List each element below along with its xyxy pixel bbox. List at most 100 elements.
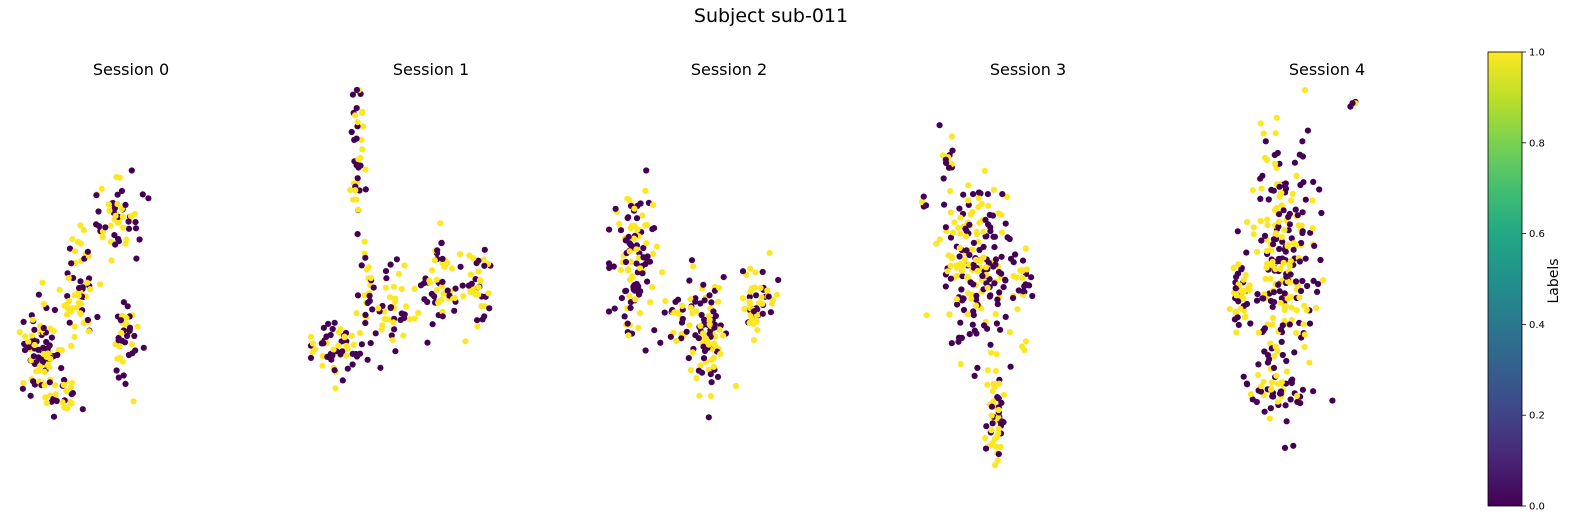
scatter-point xyxy=(646,258,654,265)
scatter-point xyxy=(1286,321,1293,328)
scatter-point xyxy=(992,462,999,469)
scatter-point xyxy=(951,219,958,226)
scatter-point xyxy=(973,230,980,238)
scatter-point xyxy=(963,227,970,234)
scatter-point xyxy=(966,251,973,259)
panel-title: Session 0 xyxy=(93,60,169,79)
scatter-point xyxy=(1240,373,1247,380)
scatter-point xyxy=(1028,274,1035,281)
scatter-point xyxy=(944,268,951,275)
scatter-point xyxy=(948,133,956,140)
scatter-point xyxy=(653,243,660,250)
scatter-point xyxy=(47,355,54,362)
scatter-point xyxy=(1299,138,1306,145)
scatter-point xyxy=(451,294,458,302)
scatter-point xyxy=(451,307,458,314)
scatter-point xyxy=(635,254,642,261)
scatter-point xyxy=(64,304,71,311)
scatter-point xyxy=(392,348,399,355)
scatter-point xyxy=(605,260,613,267)
scatter-point xyxy=(427,279,434,286)
scatter-panels: Session 0 Session 1 Session 2 Session 3 Sess… xyxy=(16,60,1365,469)
scatter-point xyxy=(634,226,641,233)
scatter-point xyxy=(1022,245,1029,252)
scatter-point xyxy=(1314,288,1321,295)
scatter-point xyxy=(1267,297,1275,305)
scatter-point xyxy=(1029,292,1036,300)
scatter-point xyxy=(367,340,374,347)
scatter-point xyxy=(51,306,59,314)
scatter-point xyxy=(1282,303,1289,310)
colorbar-ticks: 0.0 0.2 0.4 0.6 0.8 1.0 xyxy=(1522,48,1545,513)
scatter-point xyxy=(994,296,1001,303)
scatter-point xyxy=(639,270,646,277)
scatter-point xyxy=(958,286,965,293)
scatter-point xyxy=(27,392,34,399)
scatter-point xyxy=(361,292,368,299)
scatter-point xyxy=(964,273,971,280)
scatter-point xyxy=(984,367,991,374)
scatter-point xyxy=(989,212,997,219)
scatter-point xyxy=(437,220,444,227)
scatter-point xyxy=(1270,364,1278,371)
scatter-point xyxy=(995,210,1002,217)
scatter-point xyxy=(1269,303,1276,310)
scatter-point xyxy=(1309,197,1316,204)
scatter-point xyxy=(1297,287,1305,295)
scatter-point xyxy=(1306,359,1313,366)
scatter-point xyxy=(700,330,707,337)
scatter-point xyxy=(19,385,26,392)
scatter-point xyxy=(662,297,669,305)
scatter-point xyxy=(433,287,440,294)
scatter-point xyxy=(349,91,356,98)
scatter-point xyxy=(29,378,37,385)
scatter-point xyxy=(35,346,42,353)
scatter-point xyxy=(739,295,746,302)
scatter-point xyxy=(339,377,346,384)
scatter-point xyxy=(363,266,370,273)
scatter-point xyxy=(1233,329,1240,336)
scatter-point xyxy=(71,333,78,340)
scatter-point xyxy=(966,261,973,268)
scatter-point xyxy=(637,265,644,272)
scatter-point xyxy=(990,380,997,387)
scatter-point xyxy=(633,260,640,267)
scatter-point xyxy=(46,342,53,349)
scatter-point xyxy=(1264,222,1271,229)
scatter-point xyxy=(424,298,431,306)
scatter-point xyxy=(998,229,1006,236)
scatter-point xyxy=(955,338,962,345)
scatter-point xyxy=(438,239,445,246)
scatter-point xyxy=(700,281,707,288)
scatter-point xyxy=(58,365,65,372)
scatter-point xyxy=(439,283,446,290)
scatter-point xyxy=(991,244,998,251)
scatter-point xyxy=(1272,343,1279,350)
scatter-point xyxy=(39,279,46,286)
scatter-point xyxy=(391,326,398,333)
scatter-point xyxy=(1275,255,1282,262)
scatter-point xyxy=(1282,402,1289,409)
panel-session-1: Session 1 xyxy=(307,60,494,392)
scatter-point xyxy=(973,330,980,337)
scatter-point xyxy=(956,244,963,252)
panel-session-0: Session 0 xyxy=(16,60,169,420)
scatter-point xyxy=(759,300,766,307)
scatter-point xyxy=(124,303,131,310)
scatter-point xyxy=(923,202,930,209)
scatter-point xyxy=(970,191,977,198)
scatter-point xyxy=(643,167,650,174)
scatter-point xyxy=(65,274,72,282)
scatter-point xyxy=(387,294,394,301)
scatter-point xyxy=(701,297,708,304)
scatter-point xyxy=(632,296,639,303)
scatter-point xyxy=(1273,372,1280,379)
scatter-point xyxy=(1257,120,1264,127)
scatter-point xyxy=(124,332,131,339)
scatter-point xyxy=(457,263,464,270)
scatter-point xyxy=(1278,338,1285,345)
scatter-point xyxy=(354,292,362,299)
scatter-point xyxy=(988,349,995,356)
scatter-point xyxy=(975,189,983,196)
scatter-point xyxy=(319,353,326,360)
